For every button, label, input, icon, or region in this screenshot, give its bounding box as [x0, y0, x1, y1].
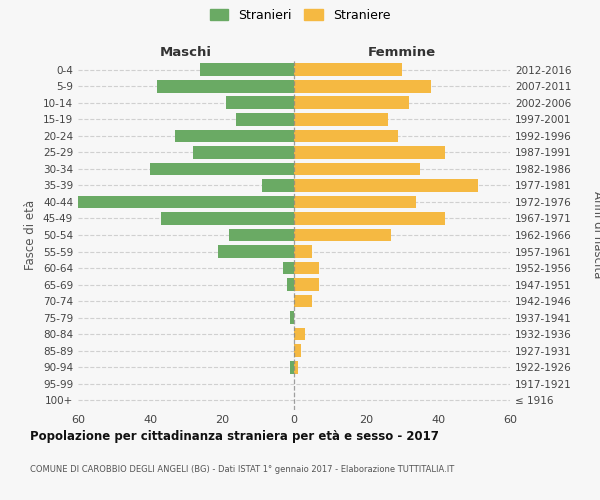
Bar [161, 212, 294, 225]
Bar [294, 344, 301, 357]
Bar [294, 196, 416, 208]
Bar [236, 113, 294, 126]
Bar [294, 278, 319, 291]
Bar [294, 262, 319, 274]
Bar [283, 262, 294, 274]
Bar [294, 212, 445, 225]
Bar [294, 113, 388, 126]
Bar [175, 130, 294, 142]
Bar [287, 278, 294, 291]
Y-axis label: Fasce di età: Fasce di età [25, 200, 37, 270]
Bar [200, 64, 294, 76]
Bar [294, 179, 478, 192]
Y-axis label: Anni di nascita: Anni di nascita [591, 192, 600, 278]
Bar [193, 146, 294, 159]
Bar [229, 228, 294, 241]
Bar [290, 360, 294, 374]
Bar [294, 294, 312, 308]
Bar [294, 80, 431, 93]
Bar [294, 130, 398, 142]
Text: Femmine: Femmine [368, 46, 436, 59]
Bar [294, 96, 409, 110]
Bar [78, 196, 294, 208]
Text: Popolazione per cittadinanza straniera per età e sesso - 2017: Popolazione per cittadinanza straniera p… [30, 430, 439, 443]
Bar [262, 179, 294, 192]
Bar [150, 162, 294, 175]
Bar [226, 96, 294, 110]
Text: Maschi: Maschi [160, 46, 212, 59]
Text: COMUNE DI CAROBBIO DEGLI ANGELI (BG) - Dati ISTAT 1° gennaio 2017 - Elaborazione: COMUNE DI CAROBBIO DEGLI ANGELI (BG) - D… [30, 465, 454, 474]
Bar [294, 328, 305, 340]
Bar [218, 245, 294, 258]
Bar [294, 245, 312, 258]
Bar [294, 360, 298, 374]
Bar [294, 146, 445, 159]
Bar [290, 311, 294, 324]
Bar [157, 80, 294, 93]
Bar [294, 162, 420, 175]
Bar [294, 228, 391, 241]
Legend: Stranieri, Straniere: Stranieri, Straniere [205, 4, 395, 26]
Bar [294, 64, 402, 76]
